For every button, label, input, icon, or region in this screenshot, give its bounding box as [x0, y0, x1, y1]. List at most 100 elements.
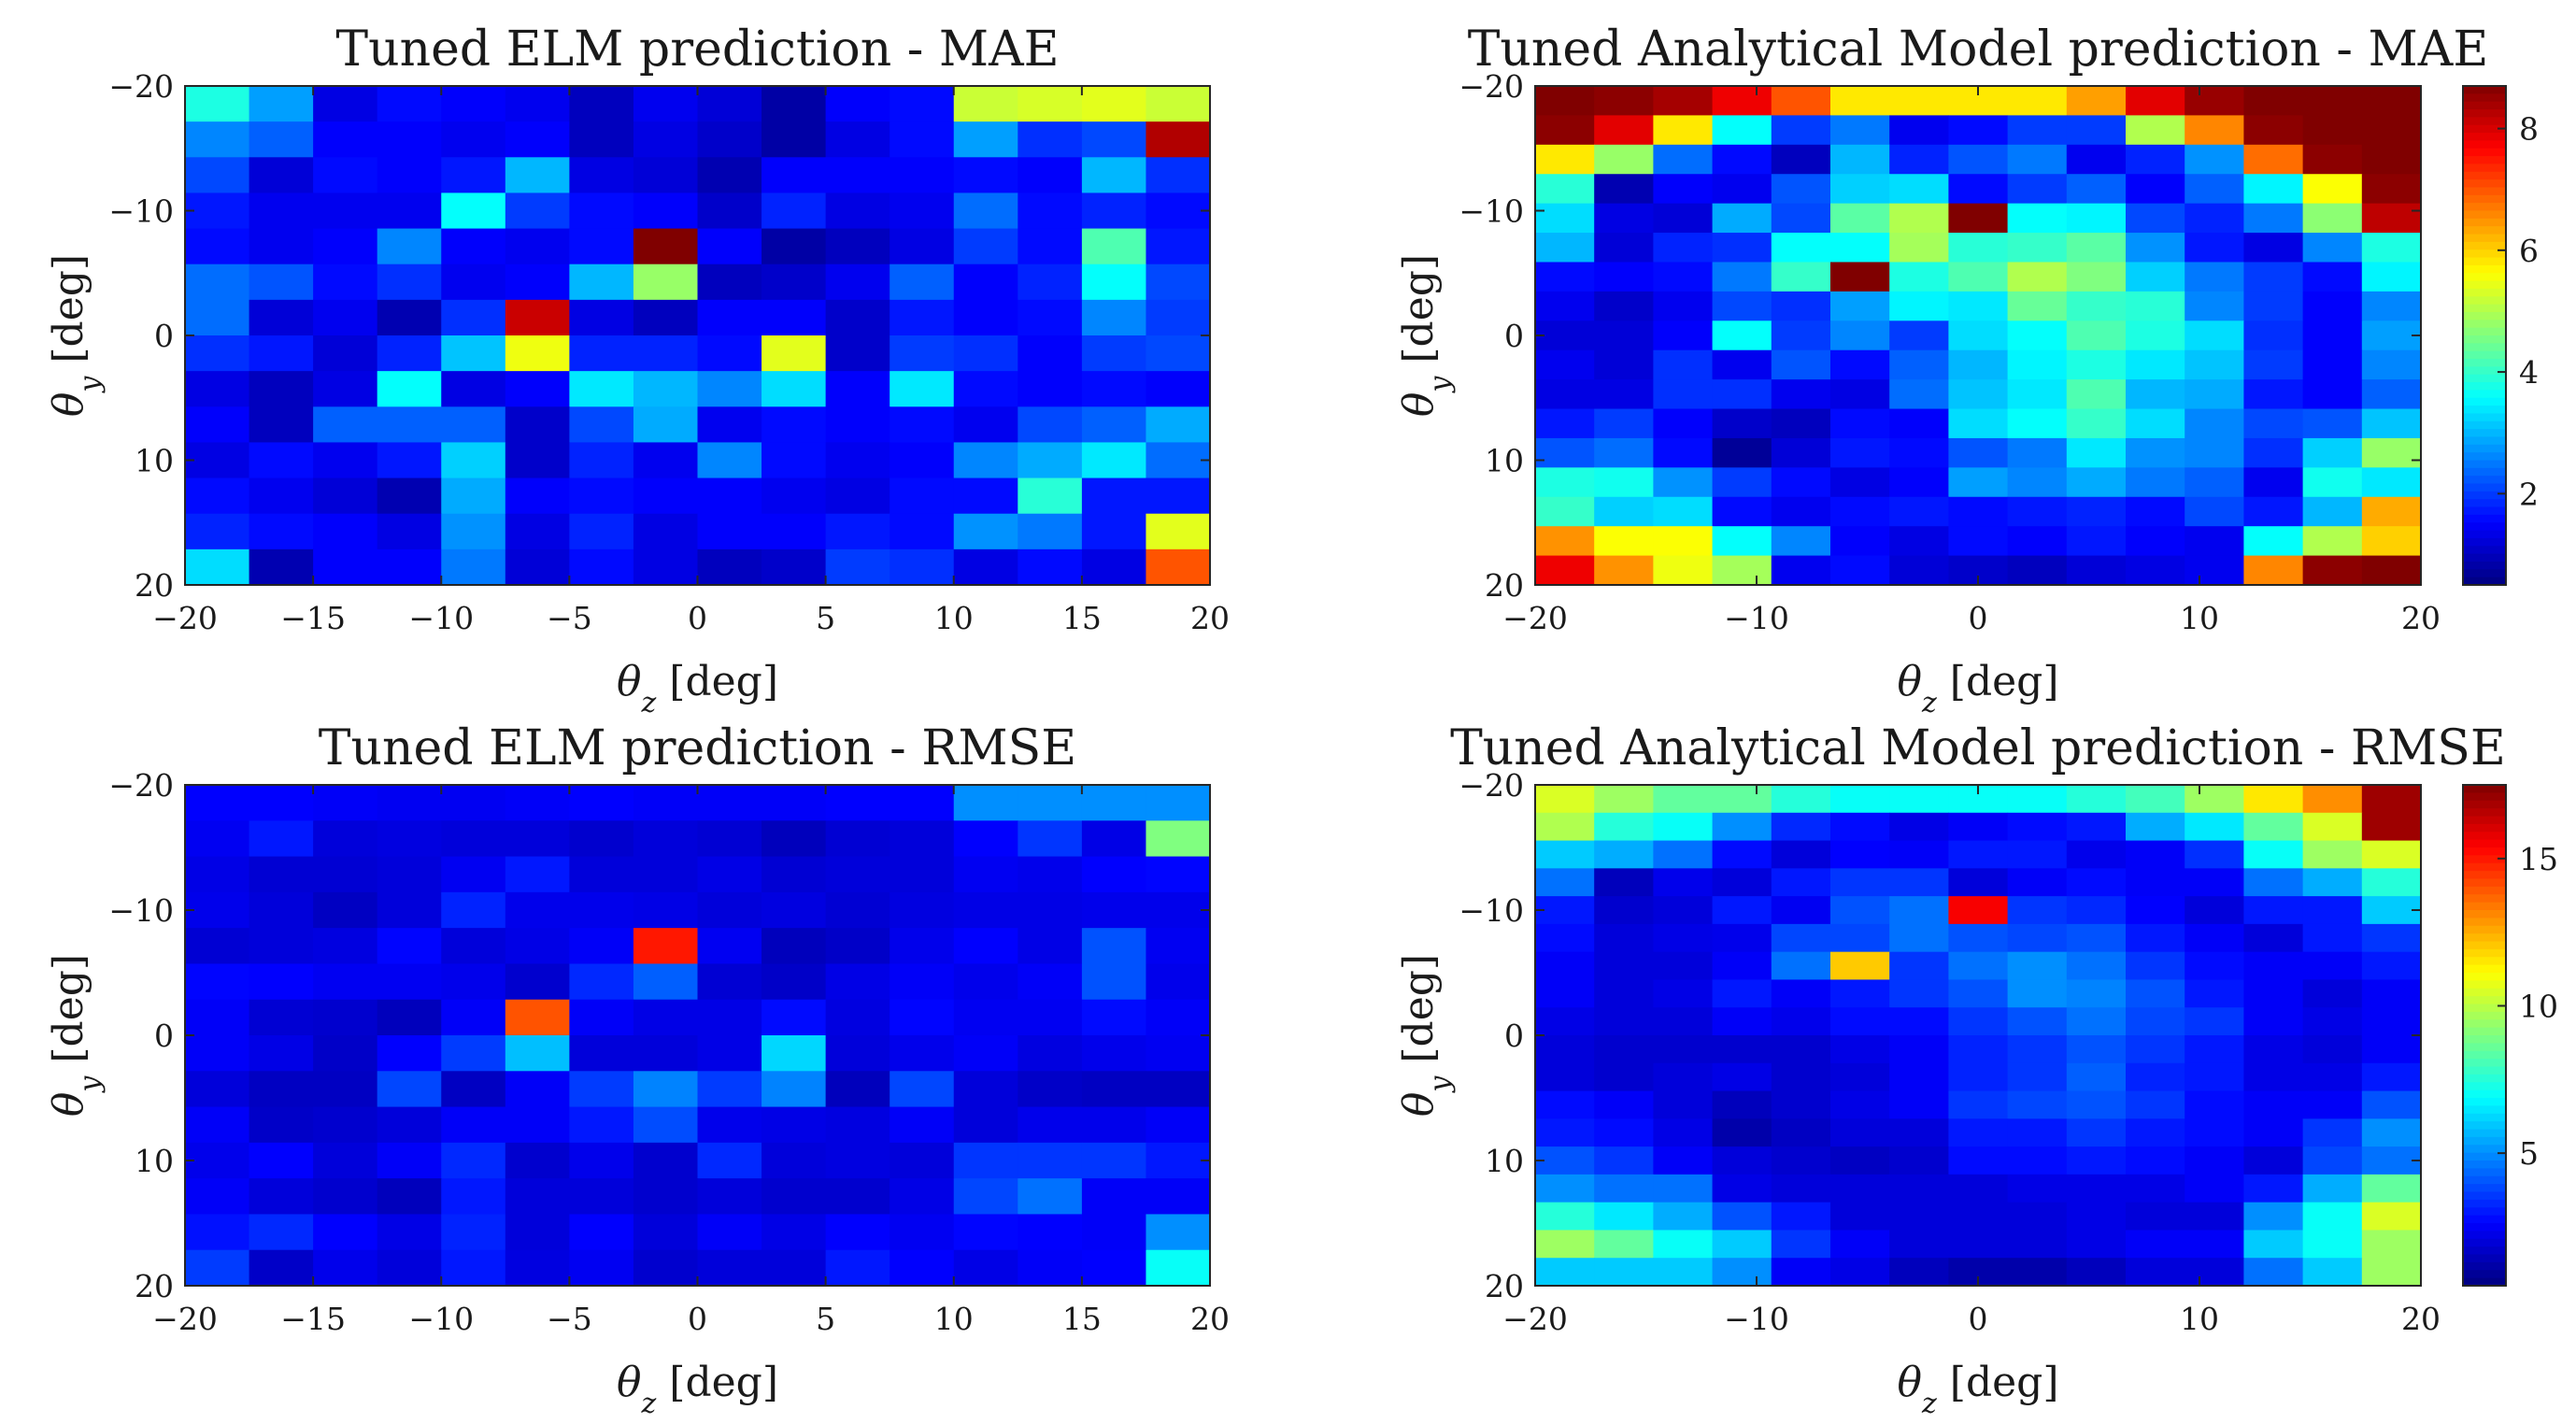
heatmap-cell	[890, 157, 955, 194]
heatmap-cell	[1830, 349, 1890, 380]
heatmap-cell	[1146, 477, 1211, 515]
x-tick-label: 15	[1062, 1301, 1102, 1337]
heatmap-cell	[825, 928, 890, 965]
heatmap-cell	[1018, 228, 1083, 265]
heatmap-cell	[441, 477, 506, 515]
heatmap-cell	[1535, 496, 1595, 527]
heatmap-cell	[505, 1142, 570, 1179]
heatmap-cell	[890, 442, 955, 479]
heatmap-cell	[313, 477, 378, 515]
heatmap-cell	[2243, 1230, 2304, 1259]
heatmap-cell	[1653, 526, 1714, 557]
heatmap-cell	[1653, 262, 1714, 292]
heatmap-cell	[2126, 320, 2185, 351]
heatmap-cell	[1771, 785, 1831, 814]
heatmap-cell	[2007, 174, 2068, 205]
heatmap-cell	[569, 263, 634, 301]
colorbar-segment	[2463, 249, 2506, 259]
heatmap-cell	[761, 406, 827, 444]
y-tick-label: 10	[135, 1143, 174, 1179]
heatmap-cell	[441, 820, 506, 858]
heatmap-cell	[2185, 1258, 2244, 1287]
heatmap-cell	[2361, 1118, 2422, 1147]
heatmap-cell	[2126, 1007, 2185, 1036]
heatmap-cell	[2007, 233, 2068, 263]
heatmap-cell	[2185, 1007, 2244, 1036]
heatmap-cell	[2066, 1174, 2127, 1203]
heatmap-cell	[1712, 896, 1772, 925]
heatmap-cell	[505, 157, 570, 194]
heatmap-cell	[953, 121, 1018, 158]
heatmap-cell	[1712, 1090, 1772, 1119]
heatmap-cell	[2361, 467, 2422, 498]
heatmap-cell	[1653, 1062, 1714, 1092]
colorbar-segment	[2463, 522, 2506, 532]
heatmap-cell	[441, 856, 506, 893]
heatmap-cell	[1712, 1174, 1772, 1203]
heatmap-cell	[825, 335, 890, 372]
heatmap-cell	[761, 856, 827, 893]
heatmap-cell	[761, 1035, 827, 1072]
heatmap-cell	[1889, 526, 1949, 557]
heatmap-cell	[441, 513, 506, 550]
heatmap-cell	[697, 1249, 762, 1287]
heatmap-cell	[953, 999, 1018, 1036]
heatmap-cell	[2007, 1174, 2068, 1203]
x-tick-label: 15	[1062, 600, 1102, 636]
heatmap-cell	[441, 1214, 506, 1251]
heatmap-cell	[890, 86, 955, 122]
heatmap-cell	[697, 785, 762, 821]
heatmap-cell	[185, 891, 250, 929]
heatmap-cell	[1712, 923, 1772, 953]
heatmap-cell	[569, 891, 634, 929]
heatmap-cell	[1146, 820, 1211, 858]
x-tick-label: 0	[688, 1301, 707, 1337]
heatmap-cell	[1889, 496, 1949, 527]
heatmap-cell	[1535, 1258, 1595, 1287]
heatmap-cell	[1018, 1035, 1083, 1072]
heatmap-cell	[825, 1214, 890, 1251]
heatmap-cell	[1081, 86, 1147, 122]
heatmap-cell	[377, 406, 442, 444]
heatmap-cell	[1771, 86, 1831, 117]
heatmap-cell	[2066, 1118, 2127, 1147]
heatmap-cell	[2243, 1062, 2304, 1092]
heatmap-cell	[2126, 785, 2185, 814]
heatmap-cell	[1594, 896, 1654, 925]
heatmap-cell	[1653, 979, 1714, 1008]
heatmap-cell	[890, 820, 955, 858]
heatmap-cell	[569, 442, 634, 479]
heatmap-cell	[1771, 1146, 1831, 1175]
heatmap-cell	[2302, 408, 2363, 439]
heatmap-cell	[697, 963, 762, 1001]
heatmap-cell	[1889, 1174, 1949, 1203]
colorbar-segment	[2463, 785, 2506, 793]
heatmap-cell	[1889, 467, 1949, 498]
heatmap-cell	[1948, 896, 2009, 925]
heatmap-cell	[1081, 963, 1147, 1001]
heatmap-cell	[890, 999, 955, 1036]
colorbar-segment	[2463, 553, 2506, 562]
heatmap-cell	[633, 121, 699, 158]
heatmap-cell	[2007, 203, 2068, 234]
heatmap-cell	[2185, 174, 2244, 205]
colorbar-segment	[2463, 537, 2506, 547]
heatmap-cell	[1018, 121, 1083, 158]
heatmap-cell	[2185, 896, 2244, 925]
heatmap-cell	[2361, 979, 2422, 1008]
heatmap-cell	[761, 963, 827, 1001]
heatmap-cell	[2302, 379, 2363, 410]
heatmap-cell	[1594, 1230, 1654, 1259]
colorbar-segment	[2463, 436, 2506, 446]
heatmap-cell	[441, 1178, 506, 1216]
heatmap-cell	[697, 891, 762, 929]
heatmap-cell	[2361, 785, 2422, 814]
heatmap-cell	[2185, 555, 2244, 586]
heatmap-cell	[1018, 1142, 1083, 1179]
heatmap-cell	[2302, 174, 2363, 205]
heatmap-cell	[761, 299, 827, 336]
heatmap-cell	[890, 299, 955, 336]
heatmap-cell	[953, 820, 1018, 858]
heatmap-cell	[1653, 115, 1714, 146]
